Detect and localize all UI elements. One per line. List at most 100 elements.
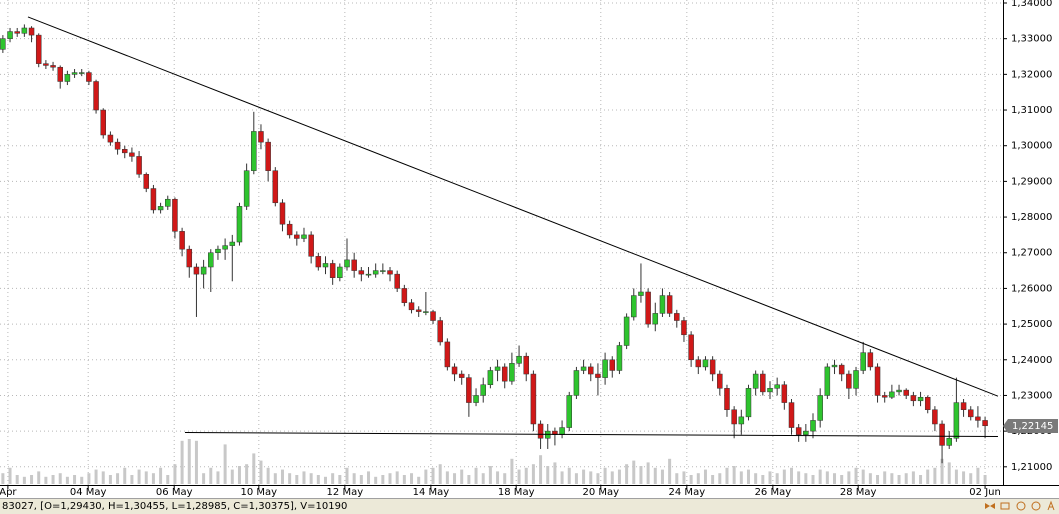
volume-bar xyxy=(216,471,220,484)
y-tick-label: 1,28000 xyxy=(1011,212,1052,223)
candle-body xyxy=(631,295,637,318)
volume-bar xyxy=(596,473,600,484)
volume-bar xyxy=(137,469,141,484)
x-tick-label: 04 May xyxy=(70,487,107,498)
candle-body xyxy=(602,359,608,378)
candle-body xyxy=(501,366,508,382)
candle-body xyxy=(401,288,408,303)
volume-bar xyxy=(976,467,980,484)
candle-body xyxy=(659,295,666,314)
candle-body xyxy=(487,370,494,385)
candle-body xyxy=(28,27,35,36)
volume-bar xyxy=(58,473,62,484)
volume-bar xyxy=(775,473,779,484)
volume-bar xyxy=(531,464,535,484)
candle-body xyxy=(867,352,874,368)
candle-body xyxy=(444,341,451,368)
volume-bar xyxy=(560,471,564,484)
candle-body xyxy=(129,152,135,157)
candle-body xyxy=(889,391,895,398)
volume-bar xyxy=(295,475,299,484)
volume-bar xyxy=(8,467,12,484)
volume-bar xyxy=(818,469,822,484)
volume-bar xyxy=(711,475,715,484)
candle-body xyxy=(7,31,13,39)
icon-zoom-out[interactable] xyxy=(1031,501,1041,511)
volume-bar xyxy=(488,466,492,484)
candle-body xyxy=(408,302,415,311)
candle-body xyxy=(215,248,221,253)
volume-bar xyxy=(481,473,485,484)
candle-body xyxy=(78,72,85,74)
volume-bar xyxy=(245,464,249,484)
volume-bar xyxy=(625,464,629,484)
volume-bar xyxy=(237,466,241,484)
icon-auto[interactable] xyxy=(1047,500,1055,511)
volume-bar xyxy=(754,473,758,484)
candle-body xyxy=(351,259,357,271)
volume-bar xyxy=(402,475,406,484)
candle-body xyxy=(0,38,6,50)
candle-body xyxy=(21,27,28,34)
volume-bar xyxy=(603,467,607,484)
volume-bar xyxy=(445,471,449,484)
candle-body xyxy=(251,131,257,171)
volume-bar xyxy=(668,458,672,484)
candle-body xyxy=(337,266,343,278)
candle-body xyxy=(86,72,92,82)
y-tick-label: 1,21000 xyxy=(1011,462,1052,473)
volume-bar xyxy=(833,473,837,484)
candle-body xyxy=(286,223,293,236)
volume-bar xyxy=(202,473,206,484)
y-tick-label: 1,30000 xyxy=(1011,141,1052,152)
volume-bar xyxy=(897,475,901,484)
x-tick-label: 20 May xyxy=(583,487,620,498)
volume-bar xyxy=(187,439,191,484)
icon-zoom-in[interactable] xyxy=(1016,501,1026,511)
volume-bar xyxy=(761,475,765,484)
volume-bar xyxy=(947,462,951,484)
candle-body xyxy=(967,409,974,418)
candle-body xyxy=(817,395,823,421)
candle-body xyxy=(860,352,866,371)
candle-body xyxy=(229,241,236,246)
candle-body xyxy=(559,427,565,435)
volume-bar xyxy=(410,473,414,484)
candle-body xyxy=(64,74,71,82)
volume-bar xyxy=(252,453,256,484)
icon-collapse[interactable] xyxy=(985,503,995,509)
candle-body xyxy=(939,423,945,446)
y-tick-label: 1,32000 xyxy=(1011,69,1052,80)
icon-window[interactable] xyxy=(1000,502,1010,510)
volume-bar xyxy=(30,475,34,484)
volume-bar xyxy=(797,471,801,484)
candle-body xyxy=(301,234,307,239)
volume-bar xyxy=(352,473,356,484)
toolbar-icons[interactable] xyxy=(985,500,1055,511)
candle-body xyxy=(494,366,501,371)
x-tick-label: 12 May xyxy=(327,487,364,498)
x-tick-label: 06 May xyxy=(156,487,193,498)
candle-body xyxy=(731,409,737,425)
volume-bar xyxy=(919,475,923,484)
candle-body xyxy=(537,423,544,439)
volume-bar xyxy=(904,473,908,484)
candle-body xyxy=(394,273,400,289)
y-tick-label: 1,25000 xyxy=(1011,319,1052,330)
volume-bar xyxy=(367,471,371,484)
candle-body xyxy=(831,364,838,368)
candle-body xyxy=(752,373,759,389)
volume-bar xyxy=(660,469,664,484)
trend-line xyxy=(184,432,998,437)
volume-bar xyxy=(37,471,41,484)
volume-bar xyxy=(44,476,48,484)
candle-body xyxy=(200,266,207,275)
candle-body xyxy=(616,345,623,371)
last-price-label: 1,22145 xyxy=(1012,421,1053,432)
candle-body xyxy=(666,295,673,314)
volume-bar xyxy=(582,469,586,484)
x-tick-label: 24 May xyxy=(669,487,706,498)
status-text: 83027, [O=1,29430, H=1,30455, L=1,28985,… xyxy=(2,501,347,512)
